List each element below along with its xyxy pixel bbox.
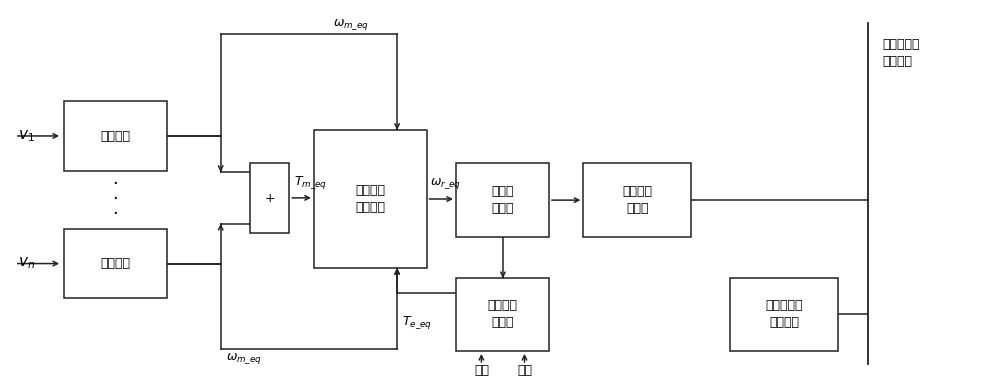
Bar [64, 101, 167, 171]
Text: $v_n$: $v_n$ [18, 256, 35, 272]
Text: $\omega_{m\_eq}$: $\omega_{m\_eq}$ [333, 17, 369, 32]
Text: 气动模型: 气动模型 [100, 129, 130, 142]
Text: 风速: 风速 [474, 364, 489, 377]
Text: $\omega_{r\_eq}$: $\omega_{r\_eq}$ [430, 177, 461, 192]
Text: $T_{m\_eq}$: $T_{m\_eq}$ [294, 174, 327, 192]
Text: ·: · [112, 205, 118, 223]
Text: 风电场公共
连接母线: 风电场公共 连接母线 [882, 38, 920, 68]
Bar [583, 163, 691, 237]
Text: 气动模型: 气动模型 [100, 257, 130, 270]
Text: ·: · [112, 175, 118, 193]
Text: 电压: 电压 [517, 364, 532, 377]
Text: 变参数等
值电容: 变参数等 值电容 [487, 300, 517, 329]
Text: +: + [264, 192, 275, 205]
Text: ·: · [112, 190, 118, 208]
Text: $\omega_{m\_eq}$: $\omega_{m\_eq}$ [226, 351, 262, 366]
Bar [314, 129, 426, 268]
Text: $T_{e\_eq}$: $T_{e\_eq}$ [402, 314, 432, 331]
Bar [456, 278, 549, 351]
Text: 等值感
应电机: 等值感 应电机 [491, 185, 514, 215]
Text: 机端等值
变压器: 机端等值 变压器 [622, 185, 652, 215]
Text: 电缆的等值
充电电容: 电缆的等值 充电电容 [765, 300, 803, 329]
Bar [64, 229, 167, 298]
Text: 两质量块
轴系模型: 两质量块 轴系模型 [355, 184, 385, 214]
Bar [730, 278, 838, 351]
Bar [250, 163, 289, 233]
Text: $v_1$: $v_1$ [18, 128, 35, 144]
Bar [456, 163, 549, 237]
